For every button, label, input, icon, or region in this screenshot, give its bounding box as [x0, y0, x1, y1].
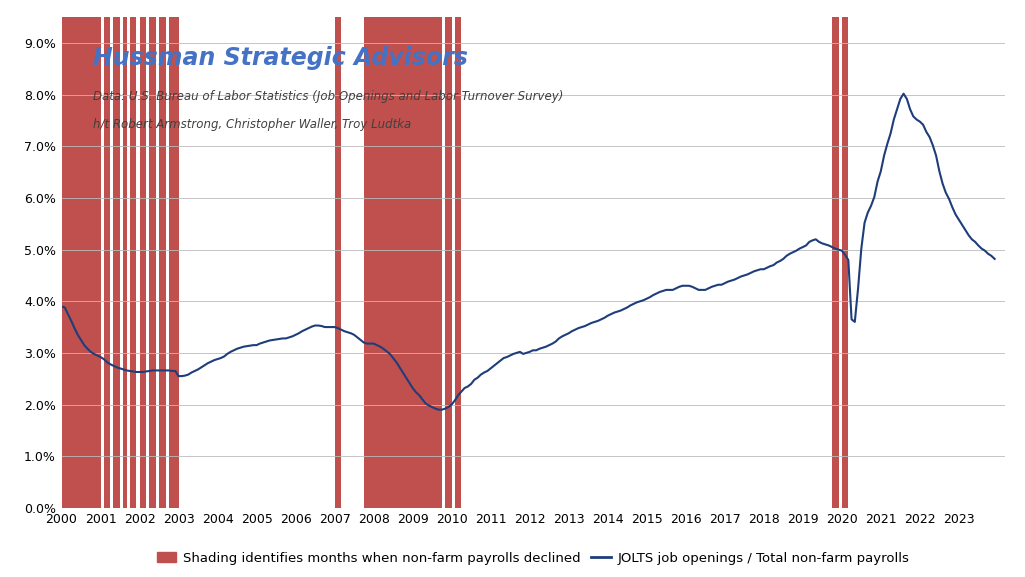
Bar: [455, 17, 461, 508]
Bar: [114, 17, 120, 508]
Bar: [364, 17, 442, 508]
Text: Hussman Strategic Advisors: Hussman Strategic Advisors: [92, 46, 467, 70]
Legend: Shading identifies months when non-farm payrolls declined, JOLTS job openings / : Shading identifies months when non-farm …: [152, 546, 914, 570]
Bar: [139, 17, 147, 508]
Text: Data: U.S. Bureau of Labor Statistics (Job Openings and Labor Turnover Survey): Data: U.S. Bureau of Labor Statistics (J…: [92, 89, 563, 103]
Bar: [334, 17, 341, 508]
Bar: [104, 17, 111, 508]
Bar: [842, 17, 849, 508]
Bar: [123, 17, 127, 508]
Bar: [832, 17, 838, 508]
Bar: [150, 17, 156, 508]
Bar: [159, 17, 166, 508]
Bar: [130, 17, 136, 508]
Bar: [62, 17, 100, 508]
Bar: [445, 17, 452, 508]
Bar: [169, 17, 178, 508]
Text: h/t Robert Armstrong, Christopher Waller, Troy Ludtka: h/t Robert Armstrong, Christopher Waller…: [92, 118, 411, 131]
